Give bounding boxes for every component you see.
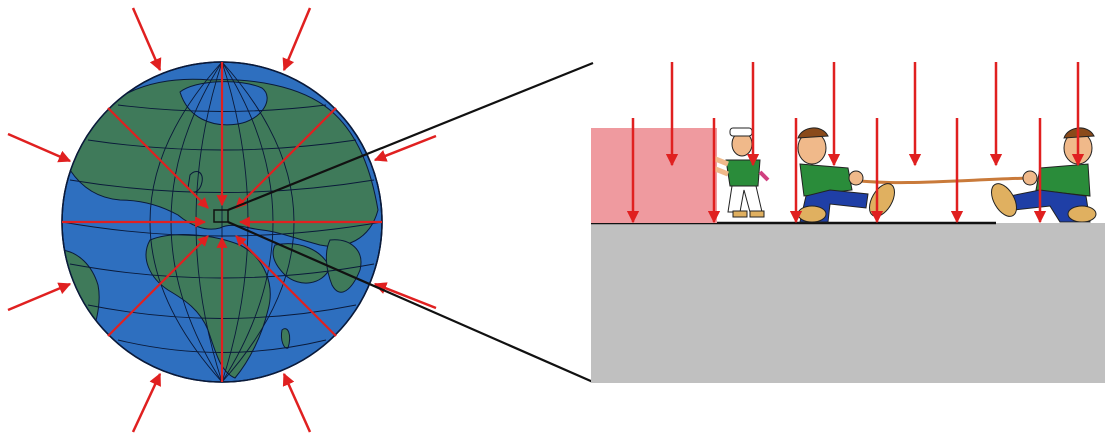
- island-madagascar: [281, 328, 291, 349]
- pushing-man-icon: [712, 127, 770, 218]
- surface-gravity-arrows: [626, 62, 1085, 224]
- globe-gravity-lines: [62, 62, 382, 382]
- zoom-square-icon: [213, 209, 229, 223]
- continent-arabia: [272, 243, 331, 284]
- arrow-icon: [373, 134, 437, 162]
- arrow-icon: [282, 7, 312, 72]
- rope-pulling-man-icon: [991, 127, 1097, 223]
- block-icon: [591, 128, 717, 223]
- arrow-icon: [131, 7, 162, 72]
- rope: [849, 176, 1031, 185]
- arrow-icon: [373, 282, 437, 310]
- continent-india: [325, 239, 362, 293]
- arrow-icon: [7, 132, 72, 163]
- continent-greenland: [179, 81, 268, 126]
- globe-inward-arrows: [7, 7, 437, 433]
- ground-block: [591, 223, 1105, 383]
- arrow-icon: [7, 282, 72, 312]
- arrow-icon: [282, 372, 312, 433]
- rope-pulling-man-icon: [797, 127, 895, 223]
- zoom-lines: [227, 61, 594, 384]
- arrow-icon: [131, 372, 162, 433]
